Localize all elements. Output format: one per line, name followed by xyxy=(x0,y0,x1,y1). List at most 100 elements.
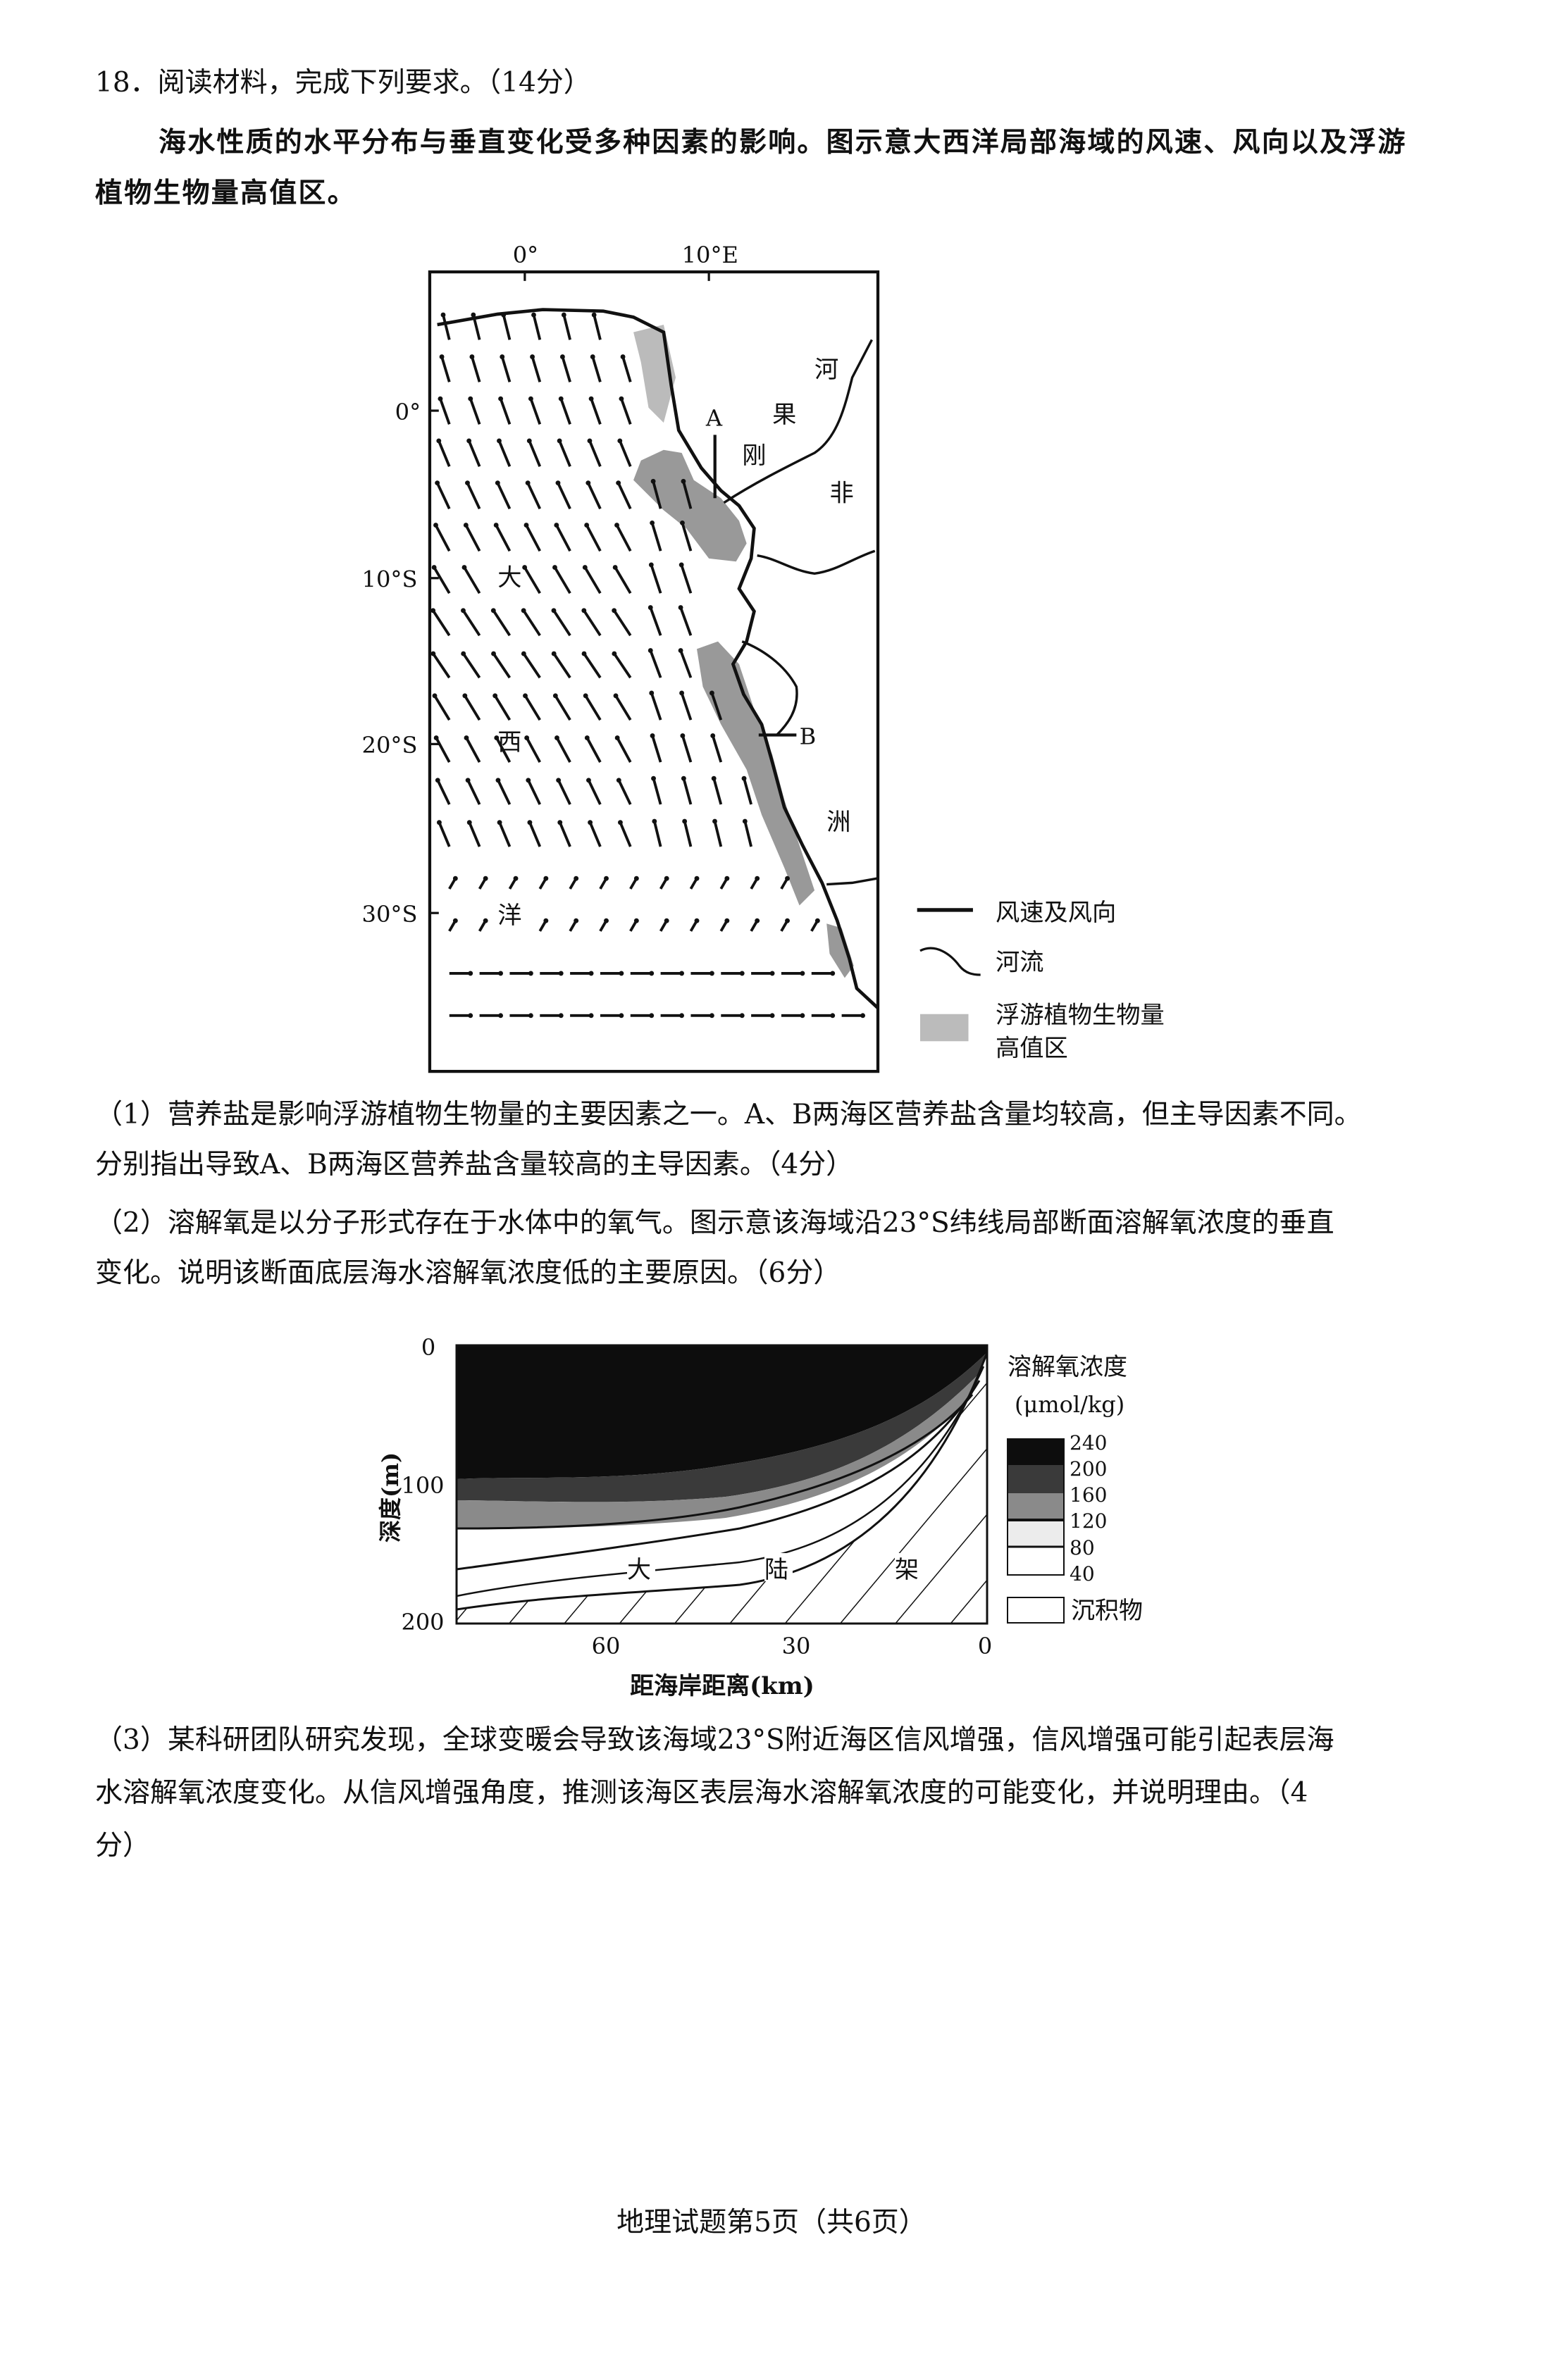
wind-arrow xyxy=(497,779,512,805)
legend-tick-80: 80 xyxy=(1070,1536,1095,1559)
x-tick-30: 30 xyxy=(782,1633,811,1659)
wind-arrow-head xyxy=(588,820,593,825)
wind-arrow xyxy=(681,522,693,552)
wind-arrow xyxy=(590,398,602,425)
x-tick-60: 60 xyxy=(592,1633,621,1659)
wind-arrow xyxy=(466,482,481,510)
wind-arrow-head xyxy=(617,438,623,444)
wind-arrow-head xyxy=(468,396,473,401)
legend-plankton-swatch xyxy=(919,1014,969,1042)
legend-wind-label: 风速及风向 xyxy=(996,899,1116,927)
wind-arrow-head xyxy=(860,1013,866,1018)
wind-arrow-head xyxy=(431,565,437,570)
wind-arrow xyxy=(462,652,481,679)
oxygen-section-chart: 大 陆 架 0 100 200 深度(m) 60 30 0 距海岸距离(km) … xyxy=(377,1334,1143,1700)
wind-arrow xyxy=(498,821,512,847)
isoline-40 xyxy=(457,1366,985,1597)
wind-arrow xyxy=(522,652,541,679)
wind-arrow-head xyxy=(680,733,686,739)
ocean-char-da: 大 xyxy=(497,563,521,592)
shelf-char-1: 大 xyxy=(627,1556,651,1584)
wind-arrow xyxy=(529,398,542,425)
wind-arrow xyxy=(713,821,723,847)
wind-arrow xyxy=(495,524,512,552)
wind-arrow xyxy=(652,778,662,805)
wind-arrow-head xyxy=(649,1013,655,1018)
wind-arrow-head xyxy=(741,775,747,781)
wind-arrow-head xyxy=(554,523,559,528)
wind-arrows xyxy=(430,312,866,1018)
legend-tick-40: 40 xyxy=(1070,1562,1095,1585)
wind-arrow xyxy=(532,314,542,340)
wind-arrow xyxy=(438,440,451,468)
wind-arrow-head xyxy=(469,354,475,360)
wind-arrow xyxy=(433,566,451,594)
q1-line-1: （1）营养盐是影响浮游植物生物量的主要因素之一。A、B两海区营养盐含量均较高，但… xyxy=(95,1099,1362,1130)
wind-arrow-head xyxy=(526,438,532,444)
wind-arrow xyxy=(471,314,481,340)
wind-arrow-head xyxy=(584,735,590,741)
wind-arrow xyxy=(467,440,481,468)
wind-arrow-head xyxy=(682,818,688,824)
isoline-80 xyxy=(457,1380,981,1571)
q3-line-2: 水溶解氧浓度变化。从信风增强角度，推测该海区表层海水溶解氧浓度的可能变化，并说明… xyxy=(95,1777,1308,1809)
wind-arrow xyxy=(499,398,512,425)
wind-arrow-head xyxy=(468,971,473,976)
lon-label-0: 0° xyxy=(513,242,538,268)
wind-arrow xyxy=(495,737,512,763)
wind-arrow xyxy=(649,606,662,636)
wind-arrow xyxy=(562,314,571,340)
wind-arrow-head xyxy=(524,735,530,741)
wind-arrow-head xyxy=(588,396,594,401)
wind-arrow-head xyxy=(582,565,588,570)
wind-arrow xyxy=(531,356,542,382)
wind-arrow xyxy=(652,821,662,847)
wind-arrow-head xyxy=(711,775,717,781)
wind-arrow-head xyxy=(501,312,507,318)
wind-arrow-head xyxy=(739,1013,745,1018)
wind-arrow-head xyxy=(800,1013,805,1018)
wind-arrow-head xyxy=(495,480,500,486)
wind-arrow-head xyxy=(769,1013,775,1018)
shelf-char-3: 架 xyxy=(895,1556,919,1584)
wind-arrow xyxy=(523,694,541,721)
legend-river-label: 河流 xyxy=(996,949,1044,977)
wind-arrow xyxy=(680,692,693,721)
wind-arrow xyxy=(555,737,571,763)
wind-arrow-head xyxy=(710,733,716,739)
wind-arrow-head xyxy=(497,438,502,444)
land-char-guo: 果 xyxy=(772,401,796,429)
wind-arrow-head xyxy=(531,312,536,318)
wind-arrow xyxy=(463,566,481,594)
wind-arrow-head xyxy=(494,735,500,741)
band-200-240 xyxy=(457,1345,987,1479)
coastline xyxy=(437,308,879,1009)
wind-arrow-head xyxy=(530,354,535,360)
wind-arrow xyxy=(440,356,451,382)
wind-arrow xyxy=(558,440,571,468)
wind-arrow xyxy=(710,692,723,721)
wind-arrow-head xyxy=(557,820,563,825)
wind-arrow-head xyxy=(584,523,590,528)
wind-arrow-head xyxy=(724,918,730,923)
wind-arrow xyxy=(528,440,542,468)
wind-arrow-head xyxy=(651,775,656,781)
colorbar xyxy=(1007,1438,1065,1576)
legend-title: 溶解氧浓度 xyxy=(1008,1353,1127,1381)
wind-arrow-head xyxy=(552,565,557,570)
wind-arrow xyxy=(584,694,602,721)
wind-arrow-head xyxy=(742,818,748,824)
wind-map: 0° 10°E 0° 10°S 20°S 30°S A B 大 西 洋 刚 果 … xyxy=(362,242,1165,1073)
legend-river-symbol xyxy=(919,947,981,976)
wind-arrow-head xyxy=(650,733,655,739)
legend-tick-240: 240 xyxy=(1070,1431,1107,1454)
wind-arrow xyxy=(492,652,512,679)
wind-arrow-head xyxy=(440,312,446,318)
q1-line-2: 分别指出导致A、B两海区营养盐含量较高的主导因素。（4分） xyxy=(95,1149,854,1180)
wind-arrow-head xyxy=(585,480,591,486)
wind-arrow xyxy=(650,564,662,594)
point-label-b: B xyxy=(800,723,817,749)
wind-arrow xyxy=(616,482,632,510)
wind-arrow-head xyxy=(587,438,593,444)
wind-arrow-head xyxy=(493,523,499,528)
